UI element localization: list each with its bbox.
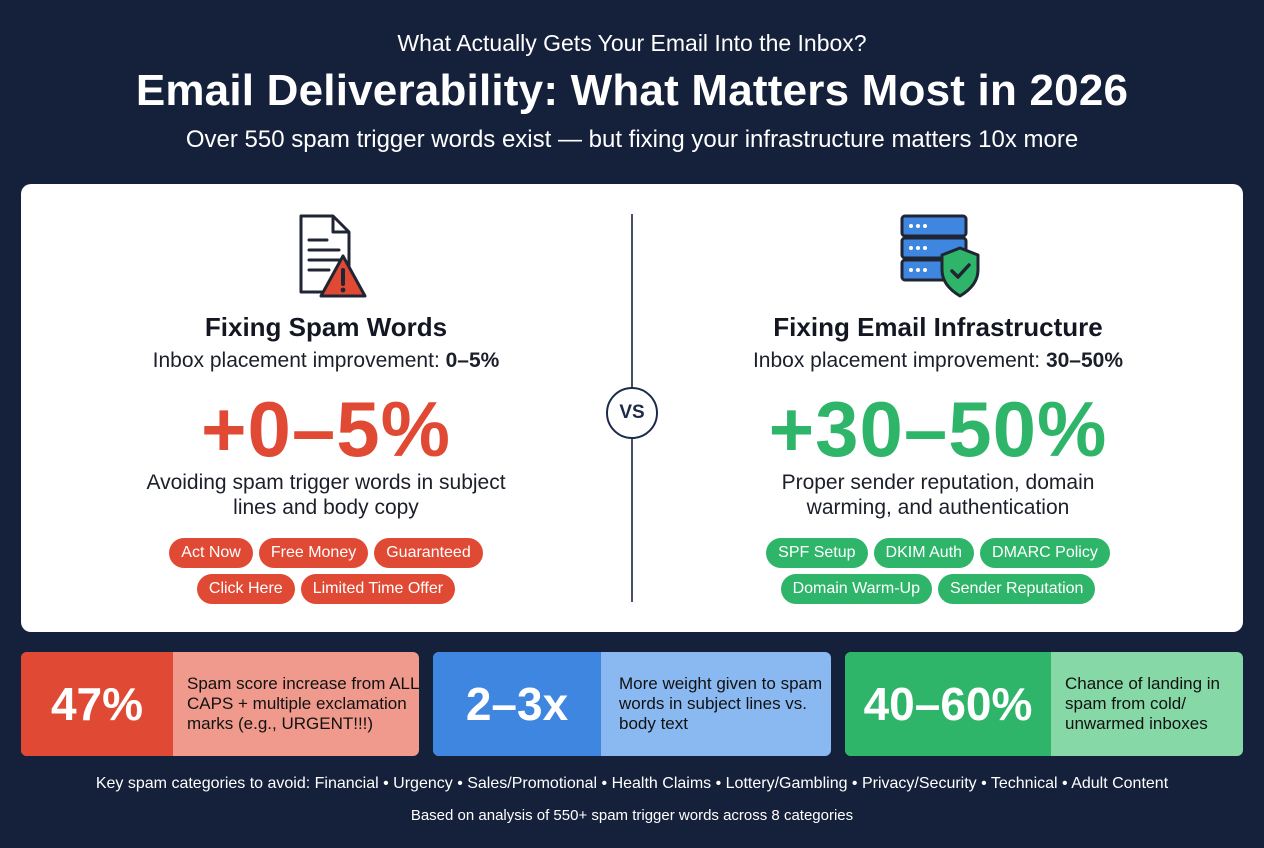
tag-click-here: Click Here (196, 574, 295, 604)
source-note: Based on analysis of 550+ spam trigger w… (410, 807, 854, 824)
stat-text: More weight given to spam words in subje… (619, 674, 823, 733)
stat-card-cold-inbox: 40–60% Chance of landing in spam from co… (845, 652, 1243, 756)
stat-value: 2–3x (433, 652, 601, 756)
spam-words-title: Fixing Spam Words (204, 312, 448, 342)
infrastructure-tags: SPF Setup DKIM Auth DMARC Policy Domain … (658, 538, 1218, 610)
spam-categories-note: Key spam categories to avoid: Financial … (95, 775, 1169, 792)
infrastructure-improvement: Inbox placement improvement: 30–50% (658, 349, 1218, 373)
tag-guaranteed: Guaranteed (374, 538, 483, 568)
stat-value: 47% (21, 652, 173, 756)
tag-domain-warm-up: Domain Warm-Up (780, 574, 932, 604)
infrastructure-title: Fixing Email Infrastructure (773, 312, 1103, 342)
stat-text: Spam score increase from ALL CAPS + mult… (187, 674, 419, 733)
spam-words-description: Avoiding spam trigger words in subject l… (146, 471, 506, 519)
tag-dmarc-policy: DMARC Policy (980, 538, 1110, 568)
improvement-label: Inbox placement improvement: (152, 349, 446, 372)
stat-text: Chance of landing in spam from cold/ unw… (1065, 674, 1221, 733)
tag-dkim-auth: DKIM Auth (873, 538, 975, 568)
improvement-label: Inbox placement improvement: (752, 349, 1046, 372)
stat-value: 40–60% (845, 652, 1051, 756)
eyebrow-text: What Actually Gets Your Email Into the I… (397, 30, 867, 56)
stat-card-caps: 47% Spam score increase from ALL CAPS + … (21, 652, 419, 756)
infrastructure-big-value: +30–50% (768, 385, 1108, 473)
spam-words-improvement: Inbox placement improvement: 0–5% (46, 349, 606, 373)
improvement-value: 0–5% (445, 349, 500, 372)
spam-words-big-value: +0–5% (200, 385, 452, 473)
vs-badge: VS (606, 387, 658, 439)
stat-card-subject-weight: 2–3x More weight given to spam words in … (433, 652, 831, 756)
tag-sender-reputation: Sender Reputation (937, 574, 1096, 604)
page-subtitle: Over 550 spam trigger words exist — but … (185, 126, 1079, 153)
server-shield-icon (658, 212, 1218, 302)
document-warning-icon (46, 212, 606, 302)
improvement-value: 30–50% (1045, 349, 1124, 372)
spam-words-tags: Act Now Free Money Guaranteed Click Here… (46, 538, 606, 610)
tag-free-money: Free Money (258, 538, 369, 568)
page-title: Email Deliverability: What Matters Most … (135, 66, 1129, 115)
tag-act-now: Act Now (169, 538, 253, 568)
tag-limited-time-offer: Limited Time Offer (300, 574, 456, 604)
comparison-panel: VS Fixing Spam Words Inbox placement imp… (21, 184, 1243, 632)
infrastructure-description: Proper sender reputation, domain warming… (781, 471, 1095, 519)
tag-spf-setup: SPF Setup (766, 538, 868, 568)
